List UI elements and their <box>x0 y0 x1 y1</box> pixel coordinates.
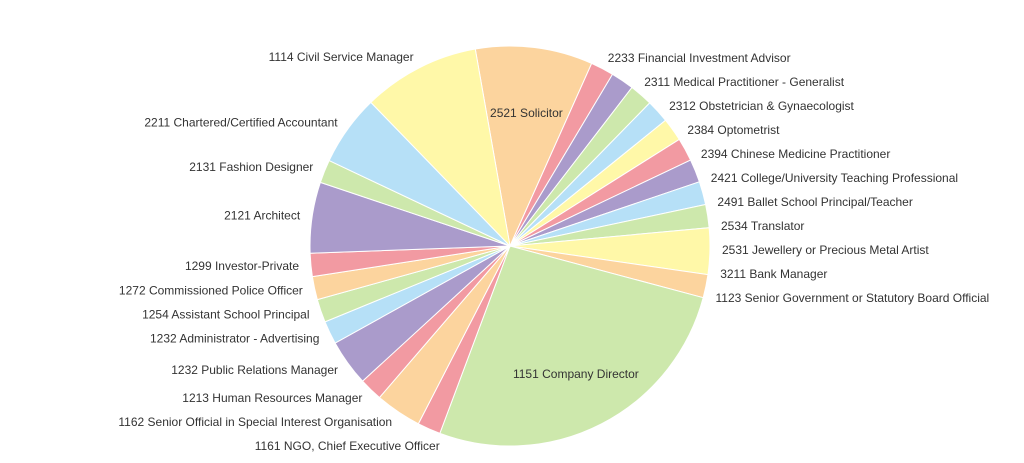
outer-labels: 2233 Financial Investment Advisor 2311 Me… <box>118 50 989 453</box>
pie-slice-1114-civil-service-manager[interactable] <box>370 48 511 248</box>
slice-label-2534-translator: 2534 Translator <box>721 219 804 233</box>
slice-label-2521-solicitor: 2521 Solicitor <box>490 106 563 120</box>
slice-label-1161-ngo-chief-executive-officer: 1161 NGO, Chief Executive Officer <box>255 439 440 453</box>
slice-label-2421-college-university-teaching-professional: 2421 College/University Teaching Profess… <box>711 171 958 185</box>
inner-labels: 2521 Solicitor 1151 Company Director <box>490 106 639 381</box>
slice-label-2531-jewellery-or-precious-metal-artist: 2531 Jewellery or Precious Metal Artist <box>722 243 929 257</box>
slice-label-2233-financial-investment-advisor: 2233 Financial Investment Advisor <box>608 51 791 65</box>
slice-label-2211-chartered-certified-accountant: 2211 Chartered/Certified Accountant <box>144 116 338 130</box>
slice-label-1299-investor-private: 1299 Investor-Private <box>185 259 299 273</box>
slice-label-2491-ballet-school-principal-teacher: 2491 Ballet School Principal/Teacher <box>717 195 912 209</box>
slice-label-1254-assistant-school-principal: 1254 Assistant School Principal <box>142 308 309 322</box>
slice-label-1162-senior-official-in-special-interest-organisation: 1162 Senior Official in Special Interest… <box>118 415 392 429</box>
slice-label-1232-public-relations-manager: 1232 Public Relations Manager <box>171 363 338 377</box>
slice-label-1151-company-director: 1151 Company Director <box>513 367 639 381</box>
slice-label-2131-fashion-designer: 2131 Fashion Designer <box>189 160 313 174</box>
slice-label-3211-bank-manager: 3211 Bank Manager <box>720 267 827 281</box>
slice-label-2121-architect: 2121 Architect <box>224 209 301 223</box>
pie-slices <box>309 45 711 447</box>
slice-label-1213-human-resources-manager: 1213 Human Resources Manager <box>182 391 362 405</box>
slice-label-1123-senior-government-or-statutory-board-official: 1123 Senior Government or Statutory Boar… <box>716 291 990 305</box>
slice-label-2394-chinese-medicine-practitioner: 2394 Chinese Medicine Practitioner <box>701 147 890 161</box>
slice-label-1272-commissioned-police-officer: 1272 Commissioned Police Officer <box>119 284 303 298</box>
slice-label-2312-obstetrician-gynaecologist: 2312 Obstetrician & Gynaecologist <box>669 99 854 113</box>
slice-label-2384-optometrist: 2384 Optometrist <box>687 123 780 137</box>
slice-label-1114-civil-service-manager: 1114 Civil Service Manager <box>269 50 414 64</box>
slice-label-1232-administrator-advertising: 1232 Administrator - Advertising <box>150 332 319 346</box>
pie-slice-2521-solicitor[interactable] <box>474 45 593 248</box>
slice-label-2311-medical-practitioner-generalist: 2311 Medical Practitioner - Generalist <box>644 75 845 89</box>
pie-slice-1151-company-director[interactable] <box>439 245 704 447</box>
